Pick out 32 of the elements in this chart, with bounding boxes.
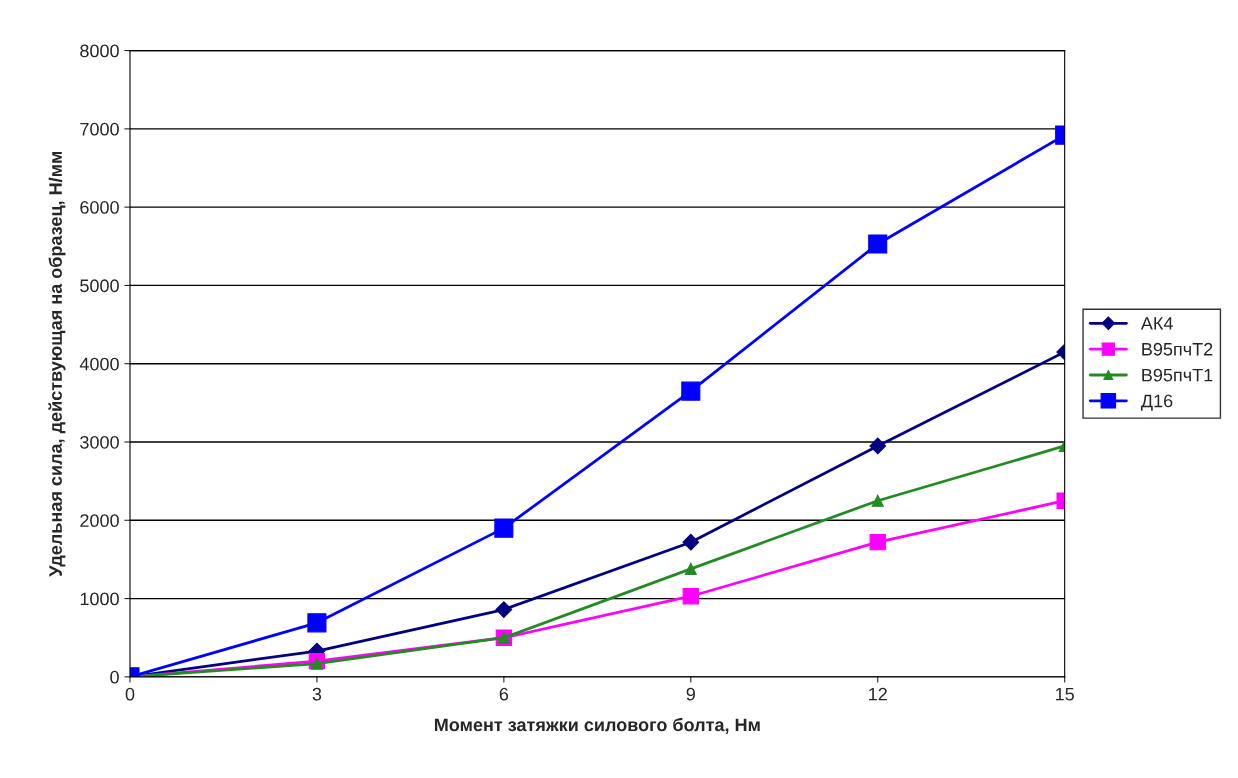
legend-label: Д16 xyxy=(1140,394,1173,411)
point xyxy=(681,381,701,401)
x-tick-label: 9 xyxy=(686,687,695,701)
point xyxy=(682,588,699,605)
x-axis-title: Момент затяжки силового болта, Нм xyxy=(434,717,760,734)
point xyxy=(684,562,697,575)
y-tick-label: 4000 xyxy=(79,357,119,371)
y-tick-label: 1000 xyxy=(80,592,119,606)
point xyxy=(869,534,886,551)
point xyxy=(682,533,700,551)
point xyxy=(869,437,887,455)
point xyxy=(868,234,888,254)
x-tick-label: 0 xyxy=(125,687,135,701)
point xyxy=(307,613,327,633)
legend-label: В95пчТ1 xyxy=(1142,368,1213,382)
x-tick-label: 12 xyxy=(869,687,887,701)
y-axis-title: Удельная сила, действующая на образец, Н/мм xyxy=(48,151,66,577)
y-tick-label: 8000 xyxy=(80,44,119,58)
y-tick-label: 2000 xyxy=(80,514,119,528)
legend-label: В95пчТ2 xyxy=(1142,342,1213,356)
x-tick-label: 3 xyxy=(312,687,322,701)
y-tick-label: 6000 xyxy=(80,201,119,214)
x-tick-label: 15 xyxy=(1056,687,1074,701)
y-tick-label: 0 xyxy=(110,670,119,684)
point xyxy=(494,518,514,538)
y-tick-label: 7000 xyxy=(80,122,119,136)
legend-label: АК4 xyxy=(1140,317,1173,330)
y-tick-label: 3000 xyxy=(80,435,119,449)
point xyxy=(495,601,513,618)
y-tick-label: 5000 xyxy=(80,279,119,293)
x-tick-label: 6 xyxy=(499,687,509,701)
point xyxy=(871,494,884,507)
